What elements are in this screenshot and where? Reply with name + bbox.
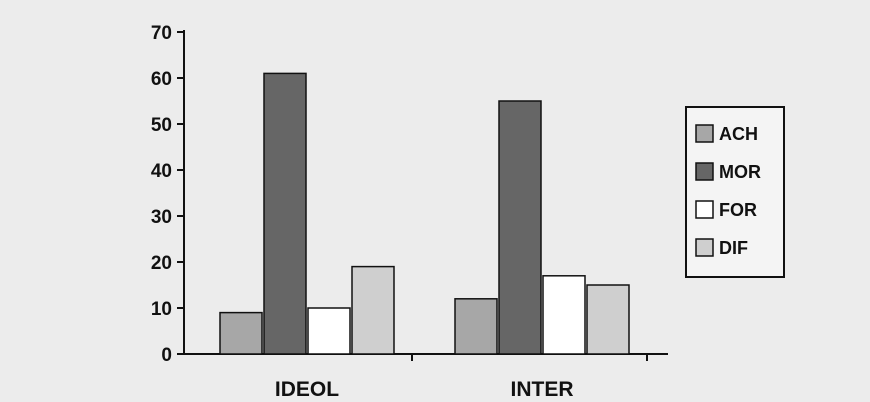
bar-ach-inter [454, 298, 498, 355]
legend-item-ach: ACH [695, 124, 758, 144]
bar-ach-ideol [219, 311, 263, 355]
y-tick-label: 10 [151, 299, 172, 320]
legend-swatch [695, 238, 714, 257]
y-tick-label: 40 [151, 161, 172, 182]
x-category-label: IDEOL [275, 378, 339, 401]
legend-item-for: FOR [695, 200, 757, 220]
legend-swatch [695, 200, 714, 219]
category-labels: IDEOL INTER [275, 378, 574, 401]
y-tick-label: 50 [151, 115, 172, 136]
y-tick-label: 20 [151, 253, 172, 274]
y-axis-ticks: 0 10 20 30 40 50 60 70 [151, 23, 184, 366]
y-tick-label: 70 [151, 23, 172, 44]
legend-item-dif: DIF [695, 238, 748, 258]
legend: ACH MOR FOR DIF [685, 106, 785, 278]
x-category-label: INTER [511, 378, 574, 401]
bars [219, 72, 648, 361]
legend-label: ACH [719, 124, 758, 144]
bar-dif-ideol [351, 265, 395, 355]
bar-dif-inter [586, 284, 630, 355]
legend-swatch [695, 124, 714, 143]
legend-label: DIF [719, 238, 748, 258]
bar-for-inter [542, 275, 586, 355]
legend-label: MOR [719, 162, 761, 182]
legend-item-mor: MOR [695, 162, 761, 182]
y-tick-label: 60 [151, 69, 172, 90]
bar-mor-ideol [263, 72, 307, 355]
bar-mor-inter [498, 100, 542, 355]
bar-for-ideol [307, 307, 351, 355]
legend-label: FOR [719, 200, 757, 220]
y-tick-label: 0 [161, 345, 172, 366]
legend-swatch [695, 162, 714, 181]
y-tick-label: 30 [151, 207, 172, 228]
